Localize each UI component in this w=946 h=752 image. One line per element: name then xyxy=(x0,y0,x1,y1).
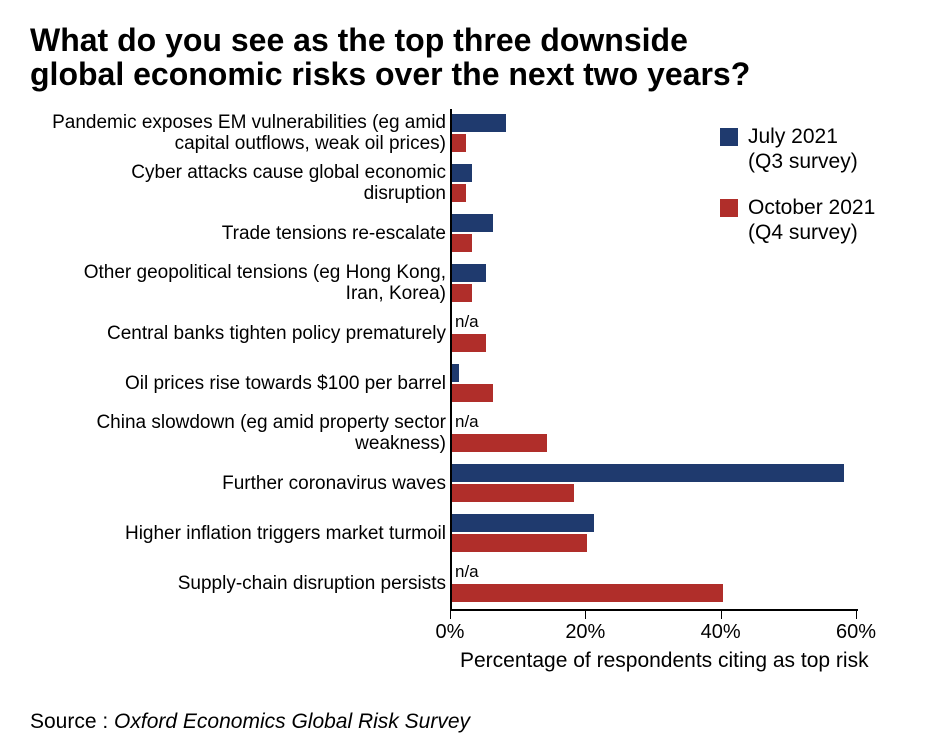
category-label: Higher inflation triggers market turmoil xyxy=(46,524,446,545)
na-label: n/a xyxy=(455,312,479,332)
bar-july xyxy=(452,364,459,382)
bar-july xyxy=(452,214,493,232)
x-tick-label: 40% xyxy=(701,621,741,644)
x-tick-label: 60% xyxy=(836,621,876,644)
category-label: Oil prices rise towards $100 per barrel xyxy=(46,374,446,395)
bar-oct xyxy=(452,434,547,452)
bar-oct xyxy=(452,134,466,152)
category-label: Trade tensions re-escalate xyxy=(46,224,446,245)
bar-row: n/a xyxy=(452,409,858,459)
na-label: n/a xyxy=(455,562,479,582)
legend-swatch xyxy=(720,128,738,146)
x-tick xyxy=(585,611,586,619)
bar-row xyxy=(452,509,858,559)
bar-oct xyxy=(452,184,466,202)
x-tick-label: 0% xyxy=(436,621,465,644)
legend-swatch xyxy=(720,199,738,217)
bar-july xyxy=(452,264,486,282)
legend-label: October 2021(Q4 survey) xyxy=(748,195,875,245)
bar-oct xyxy=(452,584,723,602)
bar-oct xyxy=(452,384,493,402)
x-tick xyxy=(450,611,451,619)
legend-entry: October 2021(Q4 survey) xyxy=(720,195,875,245)
x-tick xyxy=(721,611,722,619)
bar-row: n/a xyxy=(452,559,858,609)
bar-row xyxy=(452,459,858,509)
na-label: n/a xyxy=(455,412,479,432)
category-label: Further coronavirus waves xyxy=(46,474,446,495)
category-label: Pandemic exposes EM vulnerabilities (eg … xyxy=(46,113,446,155)
x-tick-label: 20% xyxy=(565,621,605,644)
chart-title: What do you see as the top three downsid… xyxy=(30,24,790,91)
category-label: Other geopolitical tensions (eg Hong Kon… xyxy=(46,263,446,305)
bar-july xyxy=(452,514,594,532)
bar-oct xyxy=(452,534,587,552)
bar-oct xyxy=(452,334,486,352)
bar-oct xyxy=(452,234,472,252)
x-tick xyxy=(856,611,857,619)
category-label: Central banks tighten policy prematurely xyxy=(46,324,446,345)
bar-july xyxy=(452,164,472,182)
bar-oct xyxy=(452,484,574,502)
legend-entry: July 2021(Q3 survey) xyxy=(720,124,875,174)
bar-row xyxy=(452,259,858,309)
x-axis-title: Percentage of respondents citing as top … xyxy=(460,649,869,673)
legend-label: July 2021(Q3 survey) xyxy=(748,124,858,174)
bar-july xyxy=(452,464,844,482)
bar-july xyxy=(452,114,506,132)
bar-oct xyxy=(452,284,472,302)
category-label: China slowdown (eg amid property sector … xyxy=(46,413,446,455)
bar-row xyxy=(452,359,858,409)
category-label: Supply-chain disruption persists xyxy=(46,574,446,595)
bar-row: n/a xyxy=(452,309,858,359)
source-name: Oxford Economics Global Risk Survey xyxy=(114,710,470,733)
category-label: Cyber attacks cause global economic disr… xyxy=(46,163,446,205)
source-prefix: Source : xyxy=(30,710,114,733)
legend: July 2021(Q3 survey) October 2021(Q4 surv… xyxy=(720,124,875,265)
source-line: Source : Oxford Economics Global Risk Su… xyxy=(30,710,470,734)
chart-area: n/a n/a n/a Pandemic exposes EM vulnerabil… xyxy=(30,109,916,669)
